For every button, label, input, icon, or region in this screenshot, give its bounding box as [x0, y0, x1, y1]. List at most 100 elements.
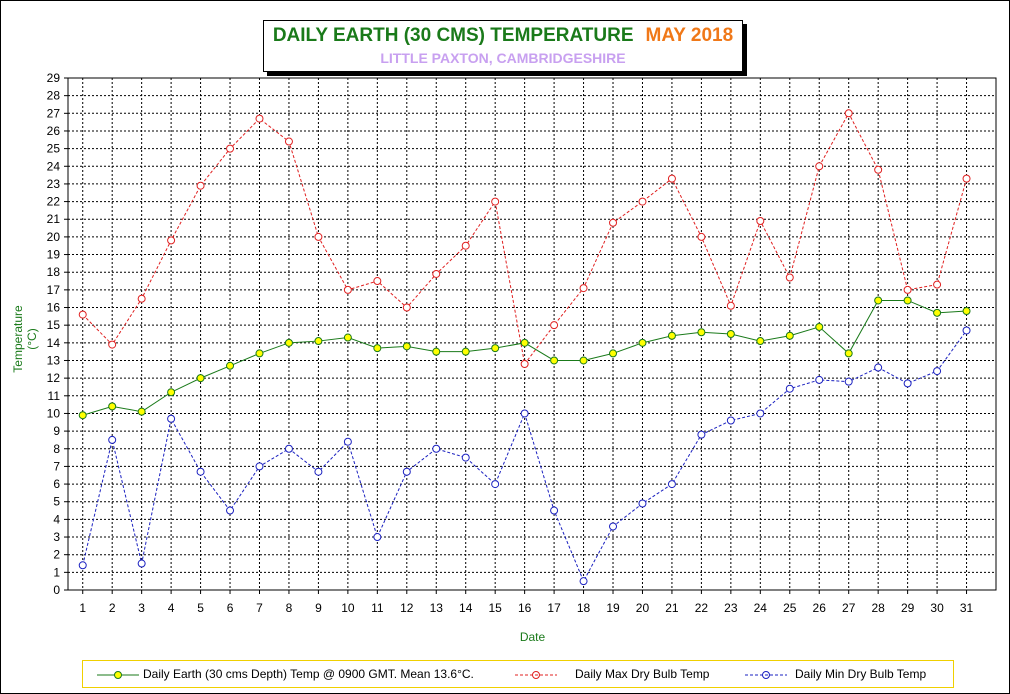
data-point-series-2	[108, 435, 117, 444]
data-point-series-1	[815, 162, 824, 171]
y-tick-label: 2	[53, 548, 60, 562]
data-point-series-0	[226, 361, 235, 370]
data-point-series-1	[167, 236, 176, 245]
data-point-series-1	[314, 232, 323, 241]
data-point-series-1	[255, 114, 264, 123]
data-point-series-2	[756, 409, 765, 418]
data-point-series-1	[108, 340, 117, 349]
y-tick-label: 8	[53, 442, 60, 456]
plot-border	[67, 77, 997, 591]
data-point-series-0	[874, 296, 883, 305]
data-point-series-0	[697, 328, 706, 337]
x-tick-label: 17	[547, 601, 561, 615]
data-point-series-0	[284, 338, 293, 347]
data-point-series-2	[667, 480, 676, 489]
x-tick-label: 3	[138, 601, 145, 615]
data-point-series-2	[461, 453, 470, 462]
title-line: DAILY EARTH (30 CMS) TEMPERATURE MAY 2018	[264, 25, 742, 47]
data-point-series-2	[609, 522, 618, 531]
data-point-series-1	[874, 165, 883, 174]
data-point-series-0	[550, 356, 559, 365]
y-tick-label: 28	[47, 89, 61, 103]
legend: Daily Earth (30 cms Depth) Temp @ 0900 G…	[82, 660, 954, 688]
data-point-series-2	[785, 384, 794, 393]
data-point-series-0	[962, 307, 971, 316]
x-tick-label: 26	[813, 601, 827, 615]
y-tick-label: 19	[47, 248, 61, 262]
data-point-series-2	[638, 499, 647, 508]
x-tick-label: 27	[842, 601, 856, 615]
y-tick-label: 26	[47, 124, 61, 138]
data-point-series-2	[874, 363, 883, 372]
y-tick-label: 3	[53, 530, 60, 544]
data-point-series-0	[579, 356, 588, 365]
x-tick-label: 15	[488, 601, 502, 615]
x-tick-label: 25	[783, 601, 797, 615]
data-point-series-0	[667, 331, 676, 340]
data-point-series-2	[314, 467, 323, 476]
y-tick-label: 7	[53, 459, 60, 473]
legend-label-min: Daily Min Dry Bulb Temp	[795, 667, 927, 681]
x-tick-label: 22	[695, 601, 709, 615]
data-point-series-2	[579, 577, 588, 586]
chart-title-month: MAY 2018	[645, 25, 734, 46]
legend-swatch-max	[515, 671, 557, 679]
data-point-series-1	[78, 310, 87, 319]
data-point-series-2	[844, 377, 853, 386]
data-point-series-0	[255, 349, 264, 358]
x-tick-label: 2	[109, 601, 116, 615]
series-layer	[78, 109, 971, 586]
y-tick-label: 25	[47, 142, 61, 156]
data-point-series-1	[343, 285, 352, 294]
legend-label-max: Daily Max Dry Bulb Temp	[575, 667, 710, 681]
data-point-series-1	[756, 217, 765, 226]
data-point-series-2	[697, 430, 706, 439]
data-point-series-2	[167, 414, 176, 423]
data-point-series-2	[255, 462, 264, 471]
y-tick-label: 16	[47, 301, 61, 315]
x-tick-label: 28	[871, 601, 885, 615]
data-point-series-0	[373, 344, 382, 353]
data-point-series-0	[491, 344, 500, 353]
data-point-series-1	[550, 321, 559, 330]
x-tick-label: 9	[315, 601, 322, 615]
data-point-series-2	[402, 467, 411, 476]
x-tick-label: 6	[227, 601, 234, 615]
data-point-series-1	[903, 285, 912, 294]
x-tick-label: 21	[665, 601, 679, 615]
data-point-series-2	[432, 444, 441, 453]
x-tick-label: 30	[930, 601, 944, 615]
x-tick-label: 7	[256, 601, 263, 615]
y-tick-label: 5	[53, 495, 60, 509]
data-point-series-1	[933, 280, 942, 289]
data-point-series-0	[461, 347, 470, 356]
data-point-series-1	[284, 137, 293, 146]
y-tick-label: 10	[47, 406, 61, 420]
y-tick-label: 20	[47, 230, 61, 244]
x-tick-label: 18	[577, 601, 591, 615]
data-point-series-0	[314, 337, 323, 346]
data-point-series-2	[726, 416, 735, 425]
data-point-series-1	[520, 360, 529, 369]
y-tick-label: 13	[47, 353, 61, 367]
chart-subtitle: LITTLE PAXTON, CAMBRIDGESHIRE	[380, 50, 626, 66]
data-point-series-2	[343, 437, 352, 446]
data-point-series-2	[284, 444, 293, 453]
data-point-series-2	[137, 559, 146, 568]
data-point-series-2	[226, 506, 235, 515]
y-tick-label: 21	[47, 212, 61, 226]
y-axis-label: Temperature (°C)	[11, 305, 39, 373]
data-point-series-0	[815, 322, 824, 331]
y-tick-label: 4	[53, 512, 60, 526]
y-tick-label: 0	[53, 583, 60, 597]
data-point-series-2	[78, 561, 87, 570]
x-tick-label: 4	[168, 601, 175, 615]
y-tick-label: 14	[47, 336, 61, 350]
data-point-series-2	[196, 467, 205, 476]
y-tick-label: 6	[53, 477, 60, 491]
x-tick-label: 24	[754, 601, 768, 615]
data-point-series-0	[903, 296, 912, 305]
x-tick-label: 19	[606, 601, 620, 615]
y-tick-label: 27	[47, 106, 61, 120]
